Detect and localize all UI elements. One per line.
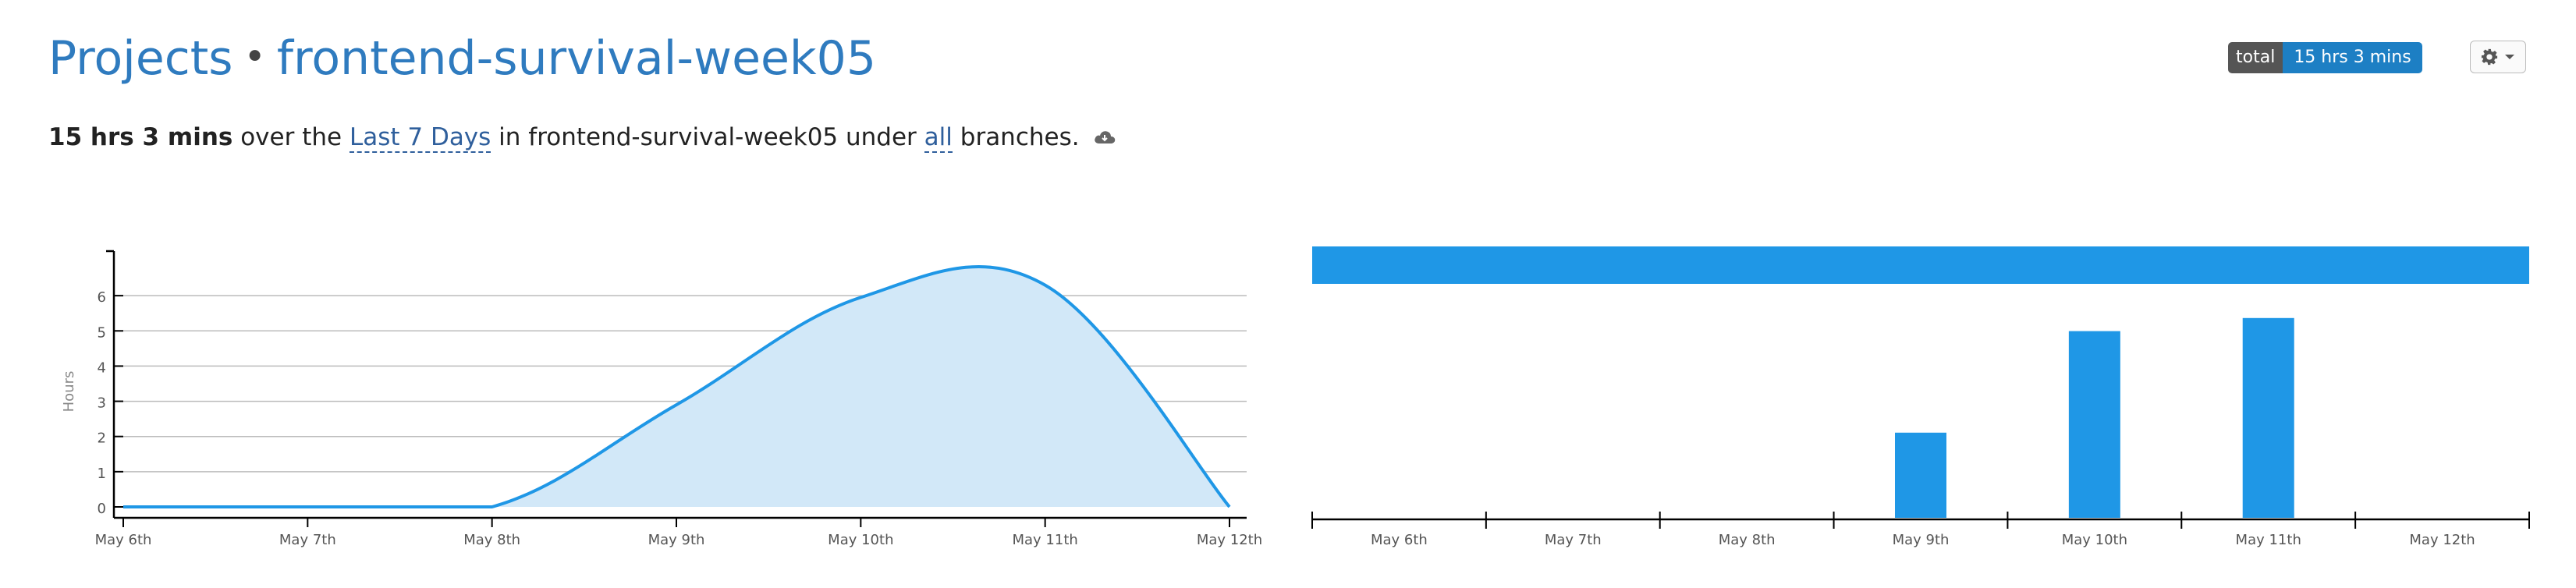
y-tick-label: 4 xyxy=(98,360,106,376)
bar xyxy=(1895,432,1946,518)
y-tick-label: 1 xyxy=(98,466,106,482)
total-time: 15 hrs 3 mins xyxy=(48,123,233,151)
y-tick-label: 2 xyxy=(98,430,106,447)
settings-dropdown-button[interactable] xyxy=(2470,41,2526,73)
branch-filter-link[interactable]: all xyxy=(924,123,953,153)
summary-text-over: over the xyxy=(240,123,342,151)
caret-down-icon xyxy=(2505,55,2514,59)
summary-text-in: in frontend-survival-week05 under xyxy=(499,123,917,151)
hours-area-fill xyxy=(123,267,1229,508)
x-tick-label: May 10th xyxy=(2062,532,2127,548)
summary-line: 15 hrs 3 mins over the Last 7 Days in fr… xyxy=(48,123,1116,153)
summary-text-branches: branches. xyxy=(960,123,1080,151)
hours-series-line xyxy=(123,265,1231,509)
project-name-link[interactable]: frontend-survival-week05 xyxy=(276,31,876,86)
cloud-download-icon[interactable] xyxy=(1093,128,1116,147)
y-tick-label: 0 xyxy=(98,501,106,517)
x-tick-label: May 9th xyxy=(648,532,705,548)
x-tick-label: May 8th xyxy=(1719,532,1776,548)
badge-label: total xyxy=(2228,42,2283,73)
x-tick-label: May 10th xyxy=(828,532,893,548)
bar xyxy=(2068,331,2120,518)
badge-value: 15 hrs 3 mins xyxy=(2283,42,2422,73)
y-tick-label: 5 xyxy=(98,324,106,341)
x-tick-label: May 8th xyxy=(463,532,520,548)
x-tick-label: May 6th xyxy=(95,532,152,548)
bar xyxy=(2242,317,2294,518)
x-tick-label: May 11th xyxy=(1013,532,1078,548)
y-tick-label: 6 xyxy=(98,289,106,306)
x-tick-label: May 9th xyxy=(1893,532,1950,548)
total-time-badge: total 15 hrs 3 mins xyxy=(2228,42,2422,73)
breadcrumb-separator: • xyxy=(243,35,266,79)
x-tick-label: May 6th xyxy=(1371,532,1428,548)
page-title: Projects • frontend-survival-week05 xyxy=(48,31,876,86)
x-tick-label: May 7th xyxy=(279,532,336,548)
projects-link[interactable]: Projects xyxy=(48,31,233,86)
y-tick-label: 3 xyxy=(98,395,106,412)
gear-icon xyxy=(2481,48,2498,66)
x-tick-label: May 12th xyxy=(2409,532,2475,548)
x-tick-label: May 11th xyxy=(2236,532,2301,548)
x-tick-label: May 12th xyxy=(1197,532,1262,548)
timeline-band xyxy=(1312,246,2529,284)
x-tick-label: May 7th xyxy=(1545,532,1602,548)
hours-area-chart: 0 1 2 3 4 5 6 Hours May 6th May 7th May 8th May 9th… xyxy=(61,250,1262,548)
date-range-link[interactable]: Last 7 Days xyxy=(349,123,491,153)
daily-bar-chart: May 6th May 7th May 8th May 9th May 10th May … xyxy=(1311,246,2530,548)
y-axis-label: Hours xyxy=(61,371,77,413)
